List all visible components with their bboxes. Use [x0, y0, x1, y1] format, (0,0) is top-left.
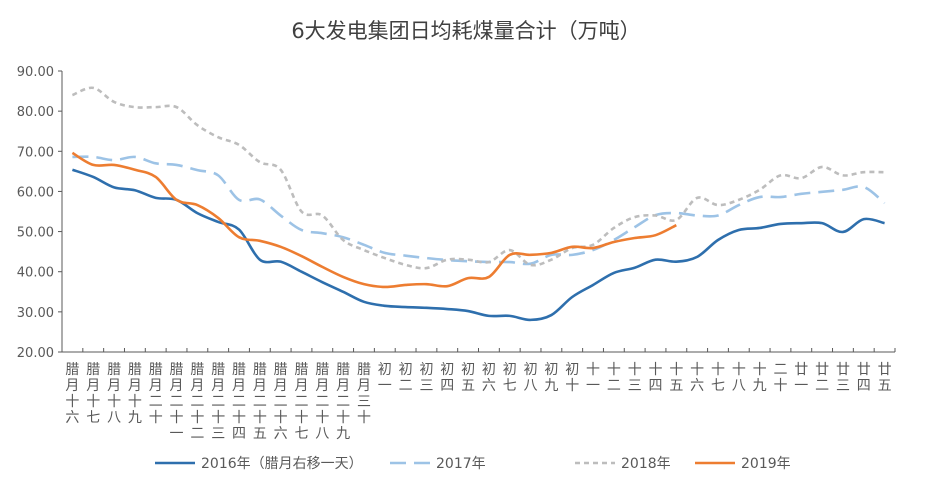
- x-tick-label: 初八: [524, 361, 538, 394]
- x-axis: 腊月十六腊月十七腊月十八腊月十九腊月二十腊月二十一腊月二十二腊月二十三腊月二十四…: [61, 348, 896, 442]
- x-tick-label: 腊月二十一: [170, 362, 184, 442]
- x-tick-label: 廿三: [836, 362, 850, 394]
- x-tick-label: 初三: [419, 361, 433, 394]
- x-tick-label: 初五: [461, 361, 475, 394]
- x-tick-label: 初十: [565, 361, 579, 394]
- chart-title: 6大发电集团日均耗煤量合计（万吨）: [291, 19, 640, 43]
- x-tick-label: 腊月二十三: [211, 362, 225, 442]
- x-tick-label: 初九: [544, 361, 558, 394]
- x-tick-label: 腊月三十: [357, 362, 371, 426]
- x-tick-label: 腊月二十: [149, 362, 163, 426]
- x-tick-label: 腊月二十二: [190, 362, 204, 442]
- legend-label: 2019年: [741, 456, 791, 472]
- x-tick-label: 初二: [399, 361, 413, 394]
- y-tick-label: 70.00: [17, 145, 54, 160]
- x-tick-label: 廿五: [878, 362, 892, 394]
- series-line-0: [71, 168, 885, 322]
- x-tick-label: 十五: [669, 362, 683, 394]
- x-tick-label: 腊月十六: [65, 362, 79, 426]
- series-lines: [71, 86, 886, 322]
- y-tick-label: 60.00: [17, 185, 54, 200]
- y-tick-label: 20.00: [17, 346, 54, 361]
- x-tick-label: 十七: [711, 362, 725, 394]
- x-tick-label: 初四: [440, 361, 454, 394]
- x-tick-label: 腊月二十九: [336, 362, 350, 442]
- x-tick-label: 腊月二十八: [315, 362, 329, 442]
- series-line-3: [71, 151, 677, 289]
- legend-label: 2017年: [436, 456, 486, 472]
- x-tick-label: 腊月十九: [128, 362, 142, 426]
- x-tick-label: 十三: [628, 362, 642, 394]
- x-tick-label: 腊月十八: [107, 362, 121, 426]
- x-tick-label: 腊月二十五: [253, 362, 267, 442]
- x-tick-label: 廿四: [857, 362, 871, 394]
- y-tick-label: 50.00: [17, 226, 54, 241]
- legend-item-1: 2017年: [390, 456, 486, 472]
- y-axis: 20.00 30.00 40.00 50.00 60.00 70.00 80.00 90.00: [17, 65, 63, 361]
- y-tick-label: 30.00: [17, 306, 54, 321]
- x-tick-label: 十二: [607, 362, 621, 394]
- legend-item-2: 2018年: [575, 456, 671, 472]
- x-tick-label: 腊月二十四: [232, 362, 246, 442]
- x-tick-label: 十四: [649, 362, 663, 394]
- legend-label: 2016年（腊月右移一天）: [201, 456, 363, 472]
- y-tick-label: 80.00: [17, 105, 54, 120]
- series-line-2: [71, 86, 885, 270]
- x-tick-label: 腊月二十七: [294, 362, 308, 442]
- x-tick-label: 初六: [482, 361, 496, 394]
- x-tick-label: 十九: [753, 362, 767, 394]
- legend-item-0: 2016年（腊月右移一天）: [155, 456, 363, 472]
- x-tick-label: 二十: [773, 362, 787, 394]
- x-tick-label: 腊月十七: [86, 362, 100, 426]
- y-tick-label: 90.00: [17, 65, 54, 80]
- x-tick-label: 廿一: [794, 362, 808, 394]
- x-tick-label: 初一: [378, 361, 392, 394]
- x-tick-label: 十六: [690, 362, 704, 394]
- y-tick-label: 40.00: [17, 266, 54, 281]
- legend: 2016年（腊月右移一天） 2017年 2018年 2019年: [155, 456, 791, 472]
- x-tick-label: 初七: [503, 361, 517, 394]
- x-tick-label: 十一: [586, 362, 600, 394]
- x-tick-label: 十八: [732, 362, 746, 394]
- legend-item-3: 2019年: [695, 456, 791, 472]
- x-tick-label: 腊月二十六: [274, 362, 288, 442]
- legend-label: 2018年: [621, 456, 671, 472]
- x-tick-label: 廿二: [815, 362, 829, 394]
